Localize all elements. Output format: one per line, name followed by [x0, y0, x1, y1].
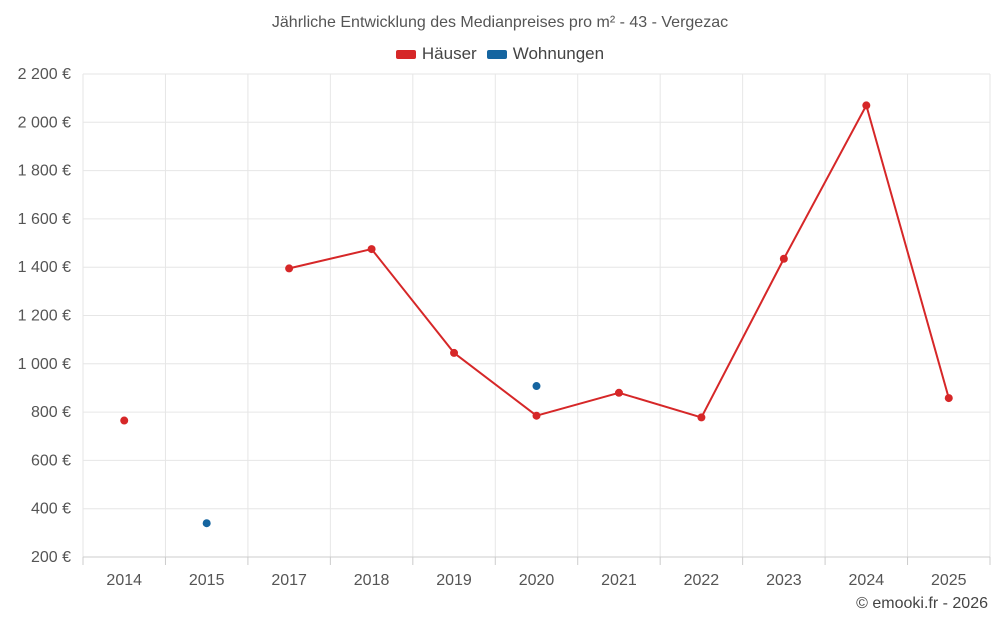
data-point-haeuser [367, 245, 376, 254]
data-point-haeuser [285, 264, 294, 273]
y-tick-label: 1 400 € [18, 259, 71, 276]
y-tick-label: 2 200 € [18, 66, 71, 83]
x-tick-label: 2021 [601, 572, 637, 589]
data-point-haeuser [120, 416, 129, 425]
y-tick-label: 400 € [31, 501, 71, 518]
data-point-wohnungen [532, 382, 541, 391]
series-line-haeuser [617, 391, 703, 419]
legend-item-haeuser[interactable]: Häuser [395, 44, 477, 64]
x-tick-label: 2018 [354, 572, 390, 589]
legend-swatch-wohnungen [486, 49, 507, 59]
x-tick-label: 2025 [931, 572, 967, 589]
data-point-haeuser [450, 348, 459, 357]
legend-swatch-haeuser [395, 49, 416, 59]
series-line-haeuser [535, 391, 620, 417]
series-line-haeuser [700, 257, 785, 419]
y-tick-label: 800 € [31, 404, 71, 421]
y-tick-label: 600 € [31, 452, 71, 469]
x-tick-label: 2022 [684, 572, 720, 589]
data-point-wohnungen [202, 519, 211, 528]
x-tick-label: 2019 [436, 572, 472, 589]
x-tick-label: 2020 [519, 572, 555, 589]
y-tick-label: 2 000 € [18, 114, 71, 131]
data-point-haeuser [532, 411, 541, 420]
data-point-haeuser [697, 413, 706, 422]
y-tick-label: 1 200 € [18, 308, 71, 325]
legend-label-haeuser: Häuser [421, 44, 477, 63]
chart-legend: Häuser Wohnungen [0, 44, 1000, 64]
legend-label-wohnungen: Wohnungen [512, 44, 605, 63]
y-tick-label: 1 800 € [18, 163, 71, 180]
x-tick-label: 2014 [106, 572, 142, 589]
y-tick-label: 1 000 € [18, 356, 71, 373]
series-line-haeuser [865, 104, 950, 400]
series-line-haeuser [782, 104, 868, 260]
data-point-haeuser [779, 254, 788, 263]
series-line-haeuser [370, 248, 456, 354]
data-point-haeuser [862, 101, 871, 110]
x-tick-label: 2024 [849, 572, 885, 589]
x-tick-label: 2023 [766, 572, 802, 589]
y-tick-label: 200 € [31, 549, 71, 566]
data-point-haeuser [944, 394, 953, 403]
y-tick-label: 1 600 € [18, 211, 71, 228]
series-line-haeuser [453, 351, 538, 417]
x-tick-label: 2015 [189, 572, 225, 589]
legend-item-wohnungen[interactable]: Wohnungen [486, 44, 605, 64]
series-line-haeuser [288, 248, 373, 270]
data-point-haeuser [614, 388, 623, 397]
credit-text: © emooki.fr - 2026 [856, 595, 988, 612]
chart-title: Jährliche Entwicklung des Medianpreises … [271, 14, 729, 31]
x-tick-label: 2017 [271, 572, 307, 589]
